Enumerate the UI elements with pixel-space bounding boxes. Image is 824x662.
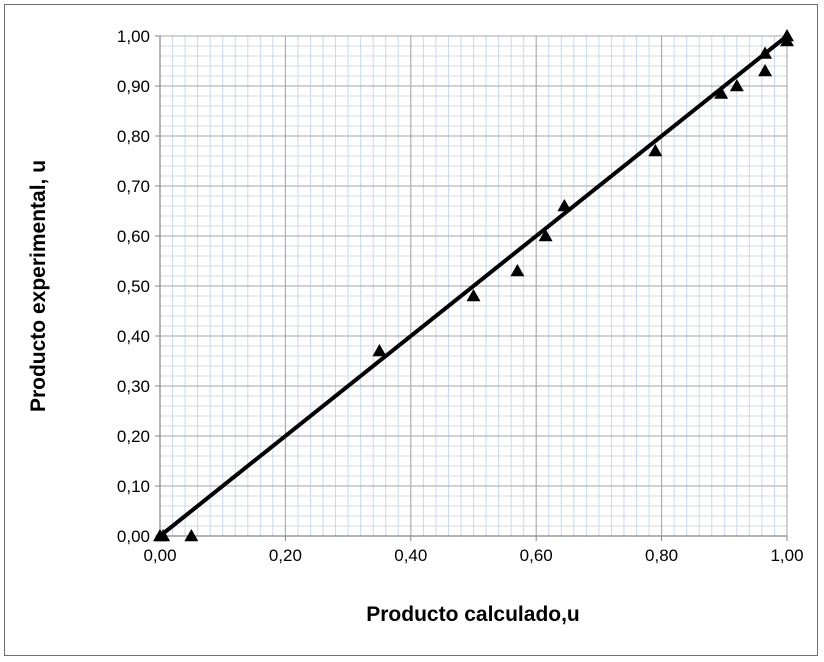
data-point-triangle	[557, 199, 572, 212]
data-point-triangle	[510, 264, 525, 277]
y-tick-label: 0,30	[117, 377, 150, 396]
points-layer	[153, 29, 794, 542]
x-tick-label: 0,40	[394, 546, 427, 565]
y-tick-label: 0,90	[117, 77, 150, 96]
y-axis-title: Producto experimental, u	[27, 160, 50, 412]
reference-line-layer	[158, 34, 789, 538]
data-point-triangle	[372, 344, 387, 357]
data-point-triangle	[538, 229, 553, 242]
data-point-triangle	[758, 46, 773, 59]
data-point-triangle	[466, 289, 481, 302]
y-tick-label: 0,50	[117, 277, 150, 296]
data-point-triangle	[758, 64, 773, 77]
x-tick-label: 1,00	[770, 546, 803, 565]
x-tick-label: 0,60	[520, 546, 553, 565]
x-tick-label: 0,00	[143, 546, 176, 565]
data-point-triangle	[648, 144, 663, 157]
y-tick-label: 0,40	[117, 327, 150, 346]
tick-labels-layer: 0,00 0,10 0,20 0,30 0,40 0,50 0,60 0,70 0,80 0,90…	[117, 27, 804, 565]
y-tick-label: 1,00	[117, 27, 150, 46]
data-point-triangle	[729, 79, 744, 92]
x-tick-label: 0,20	[269, 546, 302, 565]
y-tick-label: 0,80	[117, 127, 150, 146]
data-point-triangle	[780, 29, 794, 42]
data-point-triangle	[156, 529, 171, 542]
x-tick-label: 0,80	[645, 546, 678, 565]
y-tick-label: 0,00	[117, 527, 150, 546]
reference-line	[158, 34, 789, 538]
data-point-triangle	[184, 529, 199, 542]
y-tick-label: 0,70	[117, 177, 150, 196]
y-tick-label: 0,60	[117, 227, 150, 246]
data-point-triangle	[714, 86, 729, 99]
y-tick-label: 0,10	[117, 477, 150, 496]
x-axis-title: Producto calculado,u	[366, 603, 580, 626]
y-tick-label: 0,20	[117, 427, 150, 446]
